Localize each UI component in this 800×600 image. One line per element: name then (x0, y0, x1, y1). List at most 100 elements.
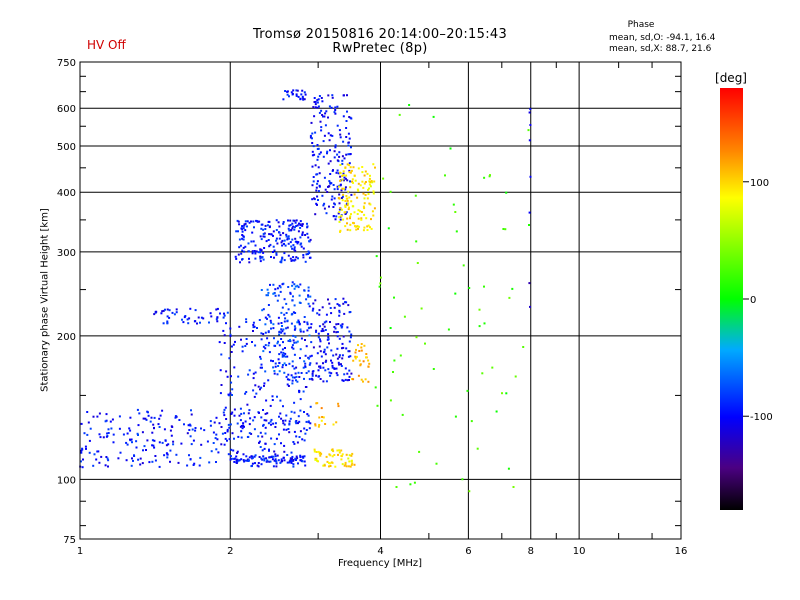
data-point (340, 189, 343, 192)
data-point (327, 338, 330, 341)
data-point (367, 193, 370, 195)
data-point (224, 437, 227, 440)
data-point (251, 231, 254, 234)
data-point (241, 225, 244, 228)
data-point (287, 286, 290, 288)
data-point (329, 160, 332, 163)
data-point (362, 229, 365, 232)
colorbar-gradient (720, 88, 743, 510)
data-point (338, 304, 341, 307)
data-point (272, 323, 275, 326)
data-point (338, 151, 341, 154)
data-point (262, 228, 265, 231)
data-point (248, 261, 251, 264)
data-point (311, 372, 314, 375)
data-point (301, 438, 304, 441)
data-point (280, 259, 283, 262)
data-point (274, 288, 277, 291)
data-point (258, 220, 261, 223)
data-point (281, 460, 284, 462)
data-point (112, 441, 115, 444)
data-point (332, 184, 335, 186)
data-point (266, 317, 268, 320)
data-point (328, 371, 331, 374)
data-point (299, 236, 302, 239)
data-point (305, 253, 308, 256)
data-point (227, 453, 230, 456)
data-point (363, 213, 366, 216)
data-point (330, 349, 333, 352)
data-point (270, 418, 273, 421)
data-point (222, 329, 225, 332)
data-point (212, 431, 215, 434)
data-point (312, 346, 315, 349)
data-point (287, 339, 290, 342)
data-point (332, 169, 334, 172)
data-point (293, 283, 296, 286)
data-point (181, 318, 183, 321)
data-point (293, 325, 296, 328)
data-point (324, 369, 327, 372)
data-point (296, 380, 299, 383)
data-point (289, 417, 292, 420)
data-point (327, 368, 330, 371)
data-point (350, 146, 352, 149)
data-point (335, 421, 338, 424)
data-point (528, 111, 531, 114)
data-point (299, 430, 302, 433)
data-point (297, 257, 299, 260)
data-point (215, 416, 218, 419)
data-point (347, 208, 350, 211)
data-point (294, 226, 296, 229)
data-point (302, 256, 305, 259)
data-point (311, 142, 314, 144)
data-point (353, 193, 356, 196)
data-point (303, 289, 306, 292)
data-point (302, 330, 305, 333)
data-point (241, 237, 244, 240)
data-point (297, 230, 300, 233)
data-point (348, 460, 351, 463)
data-point (350, 193, 353, 196)
data-point (336, 331, 339, 333)
data-point (334, 203, 336, 206)
data-point (339, 175, 342, 178)
data-point (332, 423, 335, 426)
data-point (237, 230, 239, 233)
data-point (313, 450, 316, 453)
data-point (265, 419, 268, 422)
data-point (357, 225, 360, 228)
data-point (262, 308, 265, 311)
data-point (528, 224, 530, 226)
data-point (511, 287, 514, 290)
data-point (351, 378, 353, 380)
data-point (246, 459, 249, 462)
data-point (347, 355, 350, 358)
data-point (219, 312, 221, 315)
data-point (349, 336, 352, 339)
data-point (315, 189, 318, 192)
data-point (368, 177, 371, 180)
data-point (306, 413, 309, 416)
data-point (312, 307, 315, 310)
data-point (166, 308, 169, 311)
data-point (495, 410, 498, 413)
data-point (104, 420, 107, 423)
data-point (452, 203, 455, 206)
data-point (491, 366, 494, 369)
data-point (259, 257, 262, 260)
data-point (226, 439, 228, 442)
data-point (353, 211, 356, 214)
data-point (348, 375, 351, 378)
data-point (281, 306, 284, 309)
data-point (254, 454, 257, 457)
data-point (409, 483, 412, 486)
data-point (161, 310, 164, 313)
data-point (290, 374, 293, 377)
data-point (264, 370, 267, 373)
data-point (278, 415, 280, 418)
data-point (318, 313, 321, 316)
data-point (279, 286, 282, 289)
data-point (505, 392, 508, 395)
data-point (223, 414, 226, 417)
